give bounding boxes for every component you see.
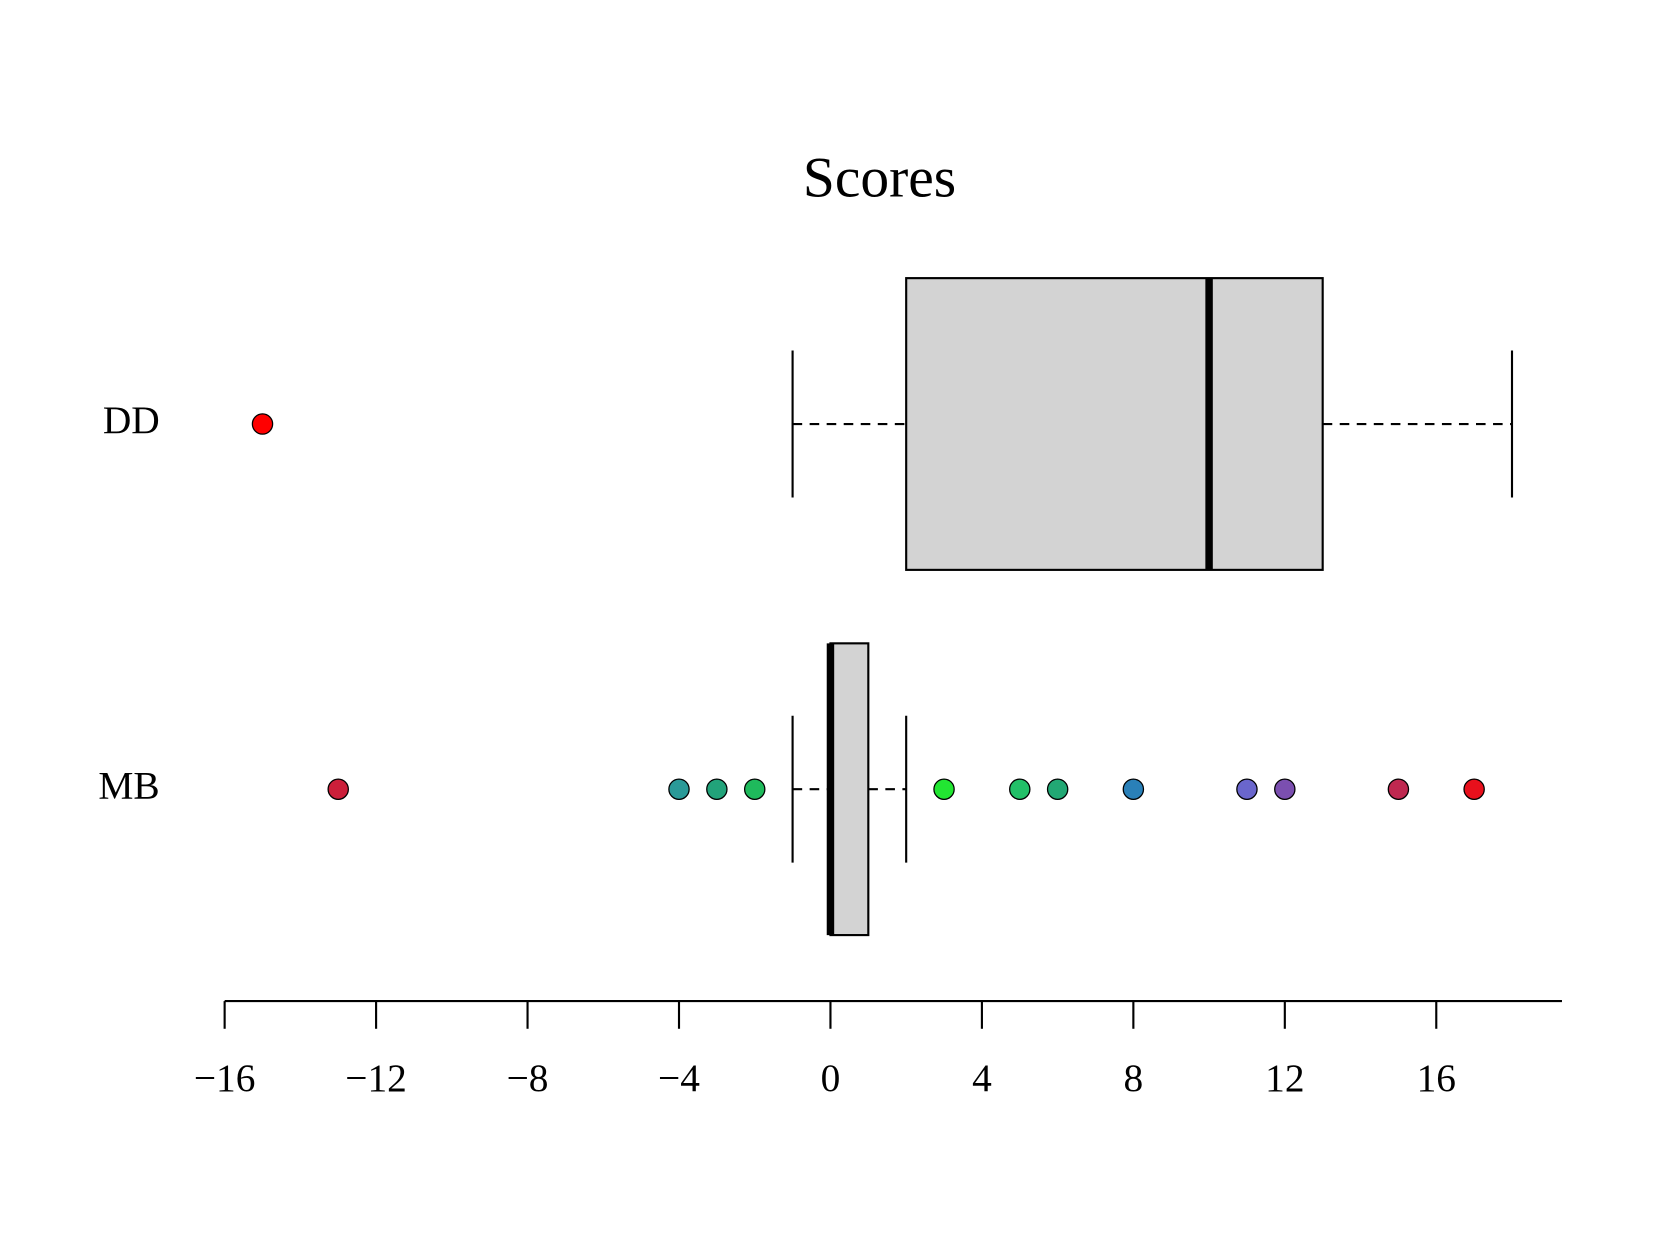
box <box>905 277 1324 571</box>
x-tick-label: −8 <box>507 1056 549 1100</box>
outlier <box>1236 778 1258 800</box>
x-tick-label: −12 <box>345 1056 407 1100</box>
chart-title: Scores <box>803 147 956 210</box>
outlier <box>743 778 766 800</box>
outlier <box>933 778 955 800</box>
box <box>829 642 870 937</box>
outlier <box>1122 778 1145 800</box>
x-tick-label: 16 <box>1417 1056 1456 1100</box>
outlier <box>1046 778 1069 800</box>
outlier <box>1463 778 1485 800</box>
x-tick-label: −4 <box>658 1056 700 1100</box>
x-tick-label: 4 <box>972 1056 992 1100</box>
outlier <box>327 778 349 800</box>
outlier <box>706 778 728 800</box>
outlier <box>1387 778 1410 800</box>
x-tick-label: −16 <box>194 1056 256 1100</box>
category-label: MB <box>98 763 159 807</box>
x-tick-label: 0 <box>821 1056 841 1100</box>
x-tick-label: 8 <box>1124 1056 1144 1100</box>
outlier <box>668 778 690 800</box>
x-tick-label: 12 <box>1265 1056 1304 1100</box>
outlier <box>251 413 274 435</box>
outlier <box>1009 778 1031 800</box>
category-label: DD <box>103 398 160 442</box>
outlier <box>1274 778 1296 800</box>
